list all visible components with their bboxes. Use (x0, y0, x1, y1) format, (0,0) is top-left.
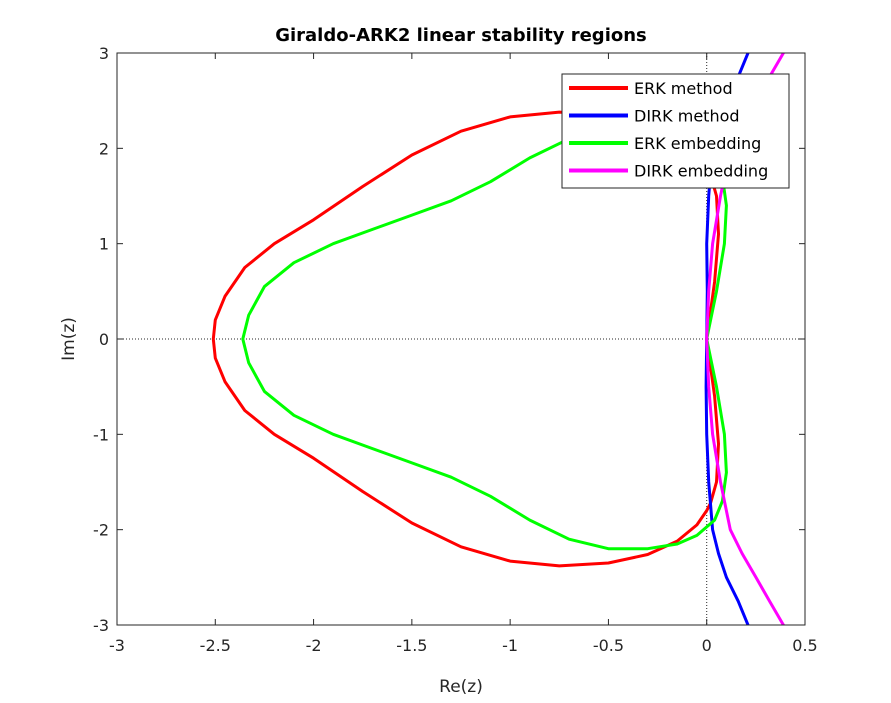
axis-ticks: -3 -2.5 -2 -1.5 -1 -0.5 0 0.5 -3 -2 -1 0 1 2 3 (93, 44, 818, 655)
legend-entry: ERK embedding (634, 134, 761, 153)
y-tick-label: 3 (99, 44, 109, 63)
chart-title: Giraldo-ARK2 linear stability regions (275, 25, 647, 46)
y-tick-label: 0 (99, 330, 109, 349)
x-tick-label: 0.5 (792, 636, 817, 655)
x-tick-label: -1.5 (396, 636, 427, 655)
y-tick-label: -3 (93, 616, 109, 635)
y-tick-label: 2 (99, 139, 109, 158)
x-tick-label: -1 (502, 636, 518, 655)
x-tick-label: -2.5 (200, 636, 231, 655)
legend-entry: DIRK embedding (634, 162, 768, 181)
y-tick-label: 1 (99, 235, 109, 254)
x-tick-label: -0.5 (593, 636, 624, 655)
x-tick-label: -2 (306, 636, 322, 655)
legend-entry: DIRK method (634, 107, 740, 126)
x-tick-label: 0 (702, 636, 712, 655)
legend-entry: ERK method (634, 79, 733, 98)
x-tick-label: -3 (109, 636, 125, 655)
y-tick-label: -1 (93, 425, 109, 444)
x-axis-label: Re(z) (439, 677, 483, 697)
y-tick-label: -2 (93, 521, 109, 540)
y-axis-label: Im(z) (59, 317, 79, 361)
legend: ERK method DIRK method ERK embedding DIRK e… (561, 73, 790, 189)
